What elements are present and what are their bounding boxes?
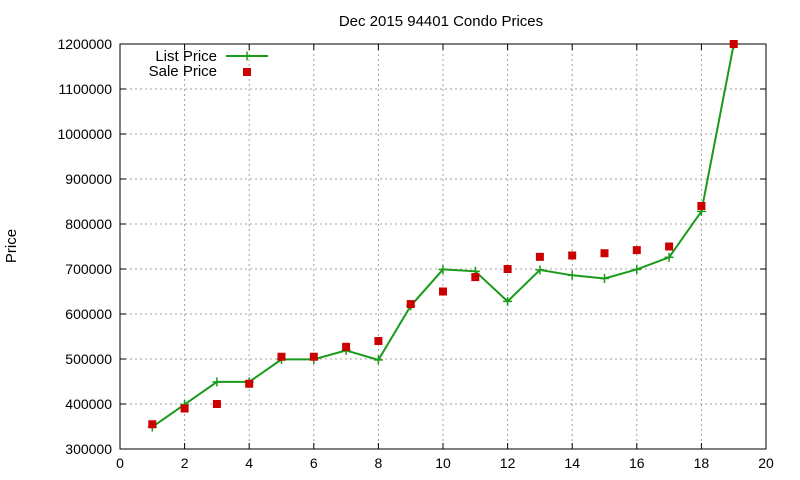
sale-price-point — [471, 273, 480, 282]
x-tick-label: 20 — [758, 455, 774, 471]
y-tick-label: 1000000 — [57, 126, 112, 142]
y-tick-label: 1200000 — [57, 36, 112, 52]
y-tick-label: 500000 — [65, 351, 112, 367]
sale-price-point — [600, 249, 609, 258]
legend-label-list-price: List Price — [155, 48, 217, 65]
list-price-point — [535, 265, 545, 275]
legend-marker-sale-price — [243, 68, 251, 76]
list-price-point — [600, 273, 609, 283]
axes: 0 2 4 6 8 10 12 14 16 18 20 300000 400000 500000 60000… — [57, 36, 774, 471]
y-tick-label: 900000 — [65, 171, 112, 187]
x-tick-label: 0 — [116, 455, 124, 471]
y-tick-label: 1100000 — [59, 81, 113, 97]
list-price-point — [212, 377, 222, 387]
sale-price-point — [632, 246, 641, 255]
list-price-point — [567, 270, 577, 280]
x-tick-label: 4 — [245, 455, 253, 471]
sale-price-point — [277, 352, 286, 361]
x-tick-label: 12 — [500, 455, 516, 471]
sale-price-point — [406, 300, 415, 309]
sale-price-point — [568, 251, 577, 260]
legend-marker-list-price — [242, 51, 252, 61]
sale-price-point — [374, 337, 383, 345]
sale-price-point — [439, 287, 447, 296]
sale-price-point — [665, 242, 674, 251]
sale-price-point — [342, 342, 351, 351]
list-price-point — [664, 252, 674, 262]
sale-price-point — [309, 352, 318, 361]
list-price-point — [373, 355, 383, 365]
y-tick-label: 800000 — [65, 216, 112, 232]
y-tick-label: 600000 — [65, 306, 112, 322]
list-price-point — [438, 264, 448, 274]
sale-price-point — [503, 265, 512, 273]
y-tick-label: 700000 — [65, 261, 112, 277]
list-price-point — [632, 264, 642, 274]
sale-price-point — [180, 404, 189, 413]
x-tick-label: 16 — [629, 455, 645, 471]
x-tick-label: 10 — [435, 455, 451, 471]
chart-title: Dec 2015 94401 Condo Prices — [339, 13, 543, 30]
list-price-point — [503, 296, 513, 306]
x-tick-label: 8 — [375, 455, 383, 471]
sale-price-point — [697, 202, 706, 210]
x-tick-label: 18 — [694, 455, 710, 471]
sale-price-point — [245, 379, 254, 388]
sale-price-point — [212, 400, 221, 408]
y-tick-label: 300000 — [65, 441, 112, 457]
sale-price-point — [535, 252, 544, 261]
sale-price-point — [148, 420, 157, 429]
x-tick-label: 2 — [181, 455, 189, 471]
legend-label-sale-price: Sale Price — [149, 63, 217, 80]
series-layer — [147, 39, 739, 432]
x-tick-label: 14 — [564, 455, 580, 471]
x-tick-label: 6 — [310, 455, 318, 471]
y-axis-label: Price — [3, 229, 20, 263]
y-tick-label: 400000 — [65, 396, 112, 412]
sale-price-point — [729, 40, 738, 48]
